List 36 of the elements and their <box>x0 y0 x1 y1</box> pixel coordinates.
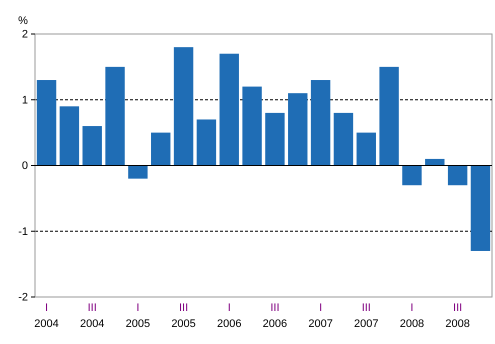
bar <box>82 126 102 166</box>
y-tick-label: -1 <box>18 226 28 238</box>
x-tick-label: III 2004 <box>80 302 104 330</box>
bar <box>220 54 239 166</box>
bar <box>151 132 170 166</box>
x-tick-label: III 2007 <box>354 302 379 330</box>
bar <box>36 80 56 166</box>
bar <box>242 86 262 166</box>
bar <box>196 119 216 166</box>
bar <box>334 112 354 166</box>
x-tick-label: I 2005 <box>126 302 150 330</box>
x-tick-label: III 2006 <box>262 302 288 330</box>
y-tick-label: 1 <box>22 94 28 106</box>
y-tick-label: 2 <box>22 28 28 41</box>
x-tick-label: I 2004 <box>34 302 59 330</box>
y-tick-label: -2 <box>18 292 28 304</box>
bar <box>310 80 330 166</box>
bar <box>379 66 399 166</box>
bar <box>60 106 80 166</box>
bar <box>448 166 468 186</box>
bar <box>288 93 308 166</box>
bar <box>174 47 194 166</box>
bar <box>128 166 148 179</box>
y-axis-title: % <box>18 15 28 27</box>
x-tick-label: I 2007 <box>308 302 333 330</box>
bar <box>425 158 444 166</box>
x-tick-label: III 2005 <box>171 302 196 330</box>
bar <box>105 66 125 166</box>
bar <box>356 132 376 166</box>
bar <box>402 166 422 186</box>
x-tick-label: III 2008 <box>445 302 470 330</box>
y-tick-label: 0 <box>22 160 28 172</box>
bar <box>470 166 490 251</box>
bar <box>265 112 285 166</box>
x-tick-label: I 2008 <box>400 302 424 330</box>
x-tick-label: I 2006 <box>217 302 242 330</box>
